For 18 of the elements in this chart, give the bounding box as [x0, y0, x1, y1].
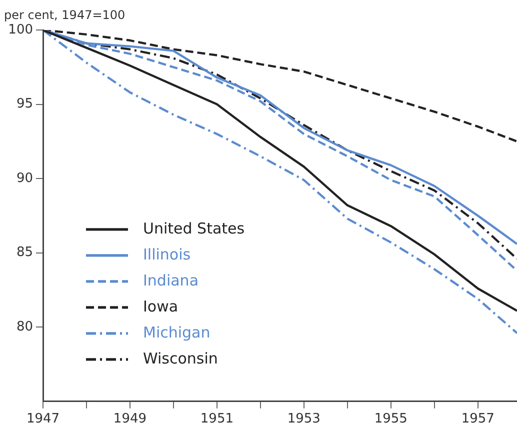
x-tick-label: 1951 — [200, 412, 234, 427]
x-tick-label: 1947 — [26, 412, 60, 427]
legend-label: Michigan — [143, 323, 210, 342]
y-axis-title: per cent, 1947=100 — [4, 8, 126, 22]
legend-label: United States — [143, 219, 245, 238]
x-tick-label: 1957 — [461, 412, 494, 427]
x-tick-label: 1953 — [287, 412, 320, 427]
legend-label: Wisconsin — [143, 349, 218, 368]
legend-label: Illinois — [143, 245, 191, 264]
y-tick-label: 80 — [16, 319, 33, 334]
legend-label: Iowa — [143, 297, 178, 316]
x-tick-label: 1955 — [374, 412, 408, 427]
y-tick-label: 100 — [8, 22, 33, 38]
y-tick-label: 95 — [16, 96, 33, 112]
y-tick-label: 90 — [16, 170, 33, 186]
y-tick-label: 85 — [16, 245, 33, 260]
x-tick-label: 1949 — [113, 412, 147, 427]
legend-label: Indiana — [143, 271, 199, 290]
